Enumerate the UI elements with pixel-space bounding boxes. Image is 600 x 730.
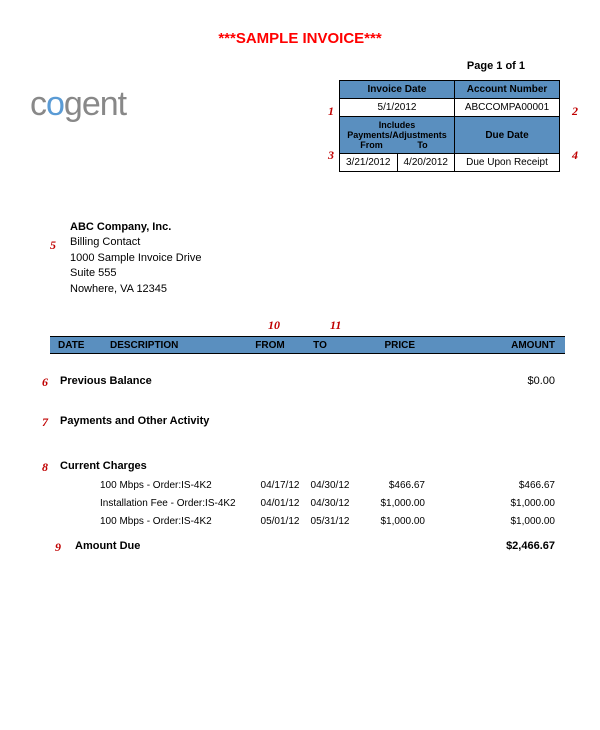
payments-label: Payments and Other Activity xyxy=(60,415,209,427)
td-from: 3/21/2012 xyxy=(340,154,398,172)
th-due: Due Date xyxy=(455,117,560,154)
table-row: Installation Fee - Order:IS-4K2 04/01/12… xyxy=(50,494,565,512)
td-invoice-date: 5/1/2012 xyxy=(340,99,455,117)
info-table: Invoice Date Account Number 5/1/2012 ABC… xyxy=(339,80,560,172)
billing-address: ABC Company, Inc. Billing Contact 1000 S… xyxy=(70,220,201,297)
page-number: Page 1 of 1 xyxy=(467,60,525,72)
td-to: 4/20/2012 xyxy=(397,154,455,172)
annotation-2: 2 xyxy=(572,104,578,119)
previous-balance-label: Previous Balance xyxy=(60,375,152,387)
table-row: 100 Mbps - Order:IS-4K2 05/01/12 05/31/1… xyxy=(50,512,565,530)
line-amount: $466.67 xyxy=(435,480,565,491)
th-date: DATE xyxy=(50,340,110,351)
current-charges: Current Charges xyxy=(60,460,565,472)
annotation-5: 5 xyxy=(50,238,56,253)
previous-balance: Previous Balance $0.00 xyxy=(60,375,565,387)
logo-suffix: gent xyxy=(64,85,126,123)
line-desc: 100 Mbps - Order:IS-4K2 xyxy=(50,480,255,491)
city: Nowhere, VA 12345 xyxy=(70,282,201,297)
line-items: 100 Mbps - Order:IS-4K2 04/17/12 04/30/1… xyxy=(50,476,565,530)
th-desc: DESCRIPTION xyxy=(110,340,245,351)
sample-title: ***SAMPLE INVOICE*** xyxy=(25,30,575,47)
th-account: Account Number xyxy=(455,81,560,99)
payments-activity: Payments and Other Activity xyxy=(60,415,565,427)
annotation-6: 6 xyxy=(42,375,48,390)
th-price: PRICE xyxy=(345,340,425,351)
line-from: 04/17/12 xyxy=(255,480,305,491)
th-includes-label: Includes Payments/Adjustments xyxy=(346,120,448,140)
annotation-4: 4 xyxy=(572,148,578,163)
street: 1000 Sample Invoice Drive xyxy=(70,251,201,266)
line-desc: 100 Mbps - Order:IS-4K2 xyxy=(50,516,255,527)
current-charges-label: Current Charges xyxy=(60,460,147,472)
th-includes: Includes Payments/Adjustments From To xyxy=(340,117,455,154)
td-due: Due Upon Receipt xyxy=(455,154,560,172)
annotation-9: 9 xyxy=(55,540,61,555)
line-price: $1,000.00 xyxy=(355,516,435,527)
line-amount: $1,000.00 xyxy=(435,498,565,509)
amount-due-label: Amount Due xyxy=(75,540,506,552)
previous-balance-amount: $0.00 xyxy=(527,375,555,387)
amount-due: Amount Due $2,466.67 xyxy=(75,540,565,552)
th-from-col: FROM xyxy=(245,340,295,351)
line-price: $1,000.00 xyxy=(355,498,435,509)
th-from: From xyxy=(346,140,397,150)
th-invoice-date: Invoice Date xyxy=(340,81,455,99)
th-amount: AMOUNT xyxy=(425,340,565,351)
line-to: 05/31/12 xyxy=(305,516,355,527)
annotation-10: 10 xyxy=(268,318,280,333)
line-to: 04/30/12 xyxy=(305,498,355,509)
annotation-8: 8 xyxy=(42,460,48,475)
annotation-7: 7 xyxy=(42,415,48,430)
table-row: 100 Mbps - Order:IS-4K2 04/17/12 04/30/1… xyxy=(50,476,565,494)
line-desc: Installation Fee - Order:IS-4K2 xyxy=(50,498,255,509)
th-to: To xyxy=(397,140,448,150)
company-name: ABC Company, Inc. xyxy=(70,220,201,235)
line-from: 05/01/12 xyxy=(255,516,305,527)
th-to-col: TO xyxy=(295,340,345,351)
billing-contact: Billing Contact xyxy=(70,235,201,250)
logo-o: o xyxy=(46,85,64,123)
amount-due-value: $2,466.67 xyxy=(506,540,565,552)
line-to: 04/30/12 xyxy=(305,480,355,491)
line-price: $466.67 xyxy=(355,480,435,491)
td-account: ABCCOMPA00001 xyxy=(455,99,560,117)
annotation-3: 3 xyxy=(328,148,334,163)
line-from: 04/01/12 xyxy=(255,498,305,509)
suite: Suite 555 xyxy=(70,266,201,281)
annotation-11: 11 xyxy=(330,318,341,333)
logo: cogent xyxy=(30,85,126,124)
logo-prefix: c xyxy=(30,85,46,123)
line-amount: $1,000.00 xyxy=(435,516,565,527)
annotation-1: 1 xyxy=(328,104,334,119)
table-header: DATE DESCRIPTION FROM TO PRICE AMOUNT xyxy=(50,336,565,354)
